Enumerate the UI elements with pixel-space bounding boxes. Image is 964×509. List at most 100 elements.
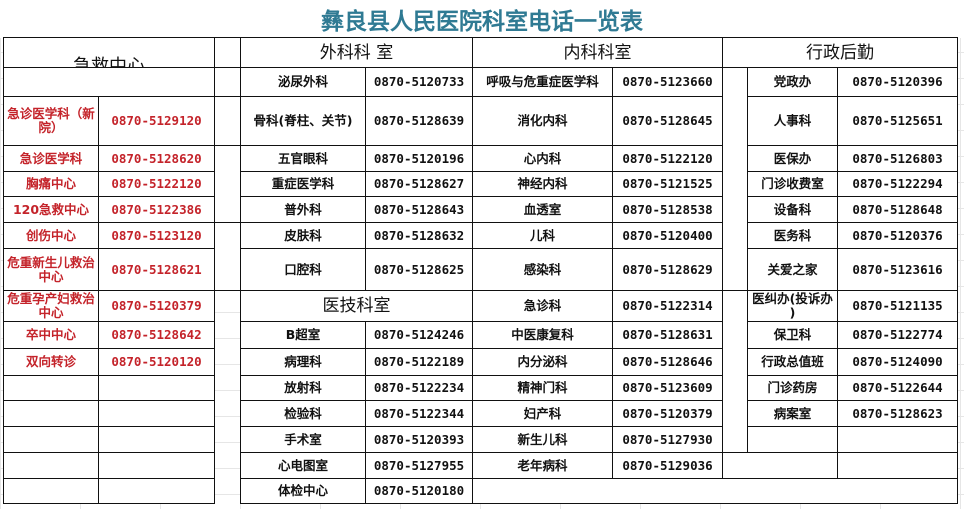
emergency-dept-name[interactable]: 危重新生儿救治中心 [3,248,99,291]
surgery-dept-phone[interactable]: 0870-5128627 [365,171,473,197]
empty-cell[interactable] [98,452,215,479]
empty-cell[interactable] [98,375,215,401]
medtech-dept-phone[interactable]: 0870-5122344 [365,400,473,427]
admin-dept-phone[interactable]: 0870-5121135 [837,290,958,322]
surgery-dept-name[interactable]: 重症医学科 [240,171,366,197]
internal-dept-name[interactable]: 神经内科 [472,171,613,197]
admin-dept-name[interactable]: 保卫科 [747,321,838,349]
medtech-dept-phone[interactable]: 0870-5120180 [365,478,473,504]
internal-dept-phone[interactable]: 0870-5120400 [612,222,723,249]
medtech-dept-name[interactable]: B超室 [240,321,366,349]
internal-dept-name[interactable]: 急诊科 [472,290,613,322]
medtech-dept-name[interactable]: 心电图室 [240,452,366,479]
empty-cell[interactable] [3,375,99,401]
admin-dept-name[interactable]: 设备科 [747,196,838,223]
internal-dept-name[interactable]: 呼吸与危重症医学科 [472,67,613,97]
header-admin[interactable]: 行政后勤 [722,37,958,68]
internal-dept-name[interactable]: 血透室 [472,196,613,223]
internal-dept-name[interactable]: 内分泌科 [472,348,613,376]
admin-dept-name[interactable]: 病案室 [747,400,838,427]
emergency-dept-phone[interactable]: 0870-5122386 [98,196,215,223]
medtech-dept-name[interactable]: 放射科 [240,375,366,401]
empty-cell[interactable] [3,67,215,97]
admin-dept-phone[interactable]: 0870-5128623 [837,400,958,427]
admin-dept-name[interactable]: 行政总值班 [747,348,838,376]
admin-dept-name[interactable]: 门诊收费室 [747,171,838,197]
internal-dept-phone[interactable]: 0870-5128646 [612,348,723,376]
medtech-dept-name[interactable]: 病理科 [240,348,366,376]
internal-dept-phone[interactable]: 0870-5128629 [612,248,723,291]
emergency-dept-phone[interactable]: 0870-5120379 [98,290,215,322]
surgery-dept-name[interactable]: 骨科(脊柱、关节) [240,96,366,146]
emergency-dept-phone[interactable]: 0870-5129120 [98,96,215,146]
admin-dept-name[interactable]: 关爱之家 [747,248,838,291]
empty-cell[interactable] [472,478,958,504]
medtech-dept-name[interactable]: 体检中心 [240,478,366,504]
empty-cell[interactable] [722,452,838,479]
surgery-dept-phone[interactable]: 0870-5128632 [365,222,473,249]
emergency-dept-name[interactable]: 卒中中心 [3,321,99,349]
surgery-dept-name[interactable]: 五官眼科 [240,145,366,172]
admin-dept-phone[interactable]: 0870-5122294 [837,171,958,197]
surgery-dept-phone[interactable]: 0870-5128643 [365,196,473,223]
internal-dept-phone[interactable]: 0870-5123660 [612,67,723,97]
admin-dept-phone[interactable]: 0870-5120376 [837,222,958,249]
admin-dept-name[interactable]: 人事科 [747,96,838,146]
surgery-dept-phone[interactable]: 0870-5120196 [365,145,473,172]
empty-cell[interactable] [98,478,215,504]
header-medtech[interactable]: 医技科室 [240,290,473,322]
emergency-dept-name[interactable]: 120急救中心 [3,196,99,223]
internal-dept-name[interactable]: 感染科 [472,248,613,291]
admin-dept-phone[interactable]: 0870-5126803 [837,145,958,172]
internal-dept-phone[interactable]: 0870-5128538 [612,196,723,223]
admin-dept-phone[interactable]: 0870-5125651 [837,96,958,146]
admin-dept-name[interactable]: 医纠办(投诉办 ) [747,290,838,322]
surgery-dept-phone[interactable]: 0870-5120733 [365,67,473,97]
emergency-dept-phone[interactable]: 0870-5120120 [98,348,215,376]
admin-dept-name[interactable]: 医保办 [747,145,838,172]
emergency-dept-name[interactable]: 危重孕产妇救治中心 [3,290,99,322]
emergency-dept-phone[interactable]: 0870-5128621 [98,248,215,291]
internal-dept-name[interactable]: 精神门科 [472,375,613,401]
admin-dept-name[interactable]: 党政办 [747,67,838,97]
empty-cell[interactable] [837,426,958,453]
empty-cell[interactable] [3,400,99,427]
emergency-dept-name[interactable]: 急诊医学科（新院） [3,96,99,146]
empty-cell[interactable] [98,426,215,453]
admin-dept-phone[interactable]: 0870-5120396 [837,67,958,97]
internal-dept-phone[interactable]: 0870-5123609 [612,375,723,401]
emergency-dept-name[interactable]: 胸痛中心 [3,171,99,197]
empty-cell[interactable] [214,37,241,68]
surgery-dept-phone[interactable]: 0870-5128625 [365,248,473,291]
spacer-cell[interactable] [722,290,748,453]
spacer-cell[interactable] [214,96,241,146]
spacer-cell[interactable] [722,67,748,291]
medtech-dept-name[interactable]: 检验科 [240,400,366,427]
internal-dept-name[interactable]: 儿科 [472,222,613,249]
spacer-cell[interactable] [214,145,241,223]
admin-dept-phone[interactable]: 0870-5128648 [837,196,958,223]
empty-cell[interactable] [3,478,99,504]
emergency-dept-phone[interactable]: 0870-5123120 [98,222,215,249]
admin-dept-name[interactable]: 医务科 [747,222,838,249]
medtech-dept-phone[interactable]: 0870-5127955 [365,452,473,479]
surgery-dept-name[interactable]: 普外科 [240,196,366,223]
empty-cell[interactable] [3,426,99,453]
internal-dept-name[interactable]: 老年病科 [472,452,613,479]
internal-dept-name[interactable]: 中医康复科 [472,321,613,349]
medtech-dept-name[interactable]: 手术室 [240,426,366,453]
empty-cell[interactable] [3,452,99,479]
spacer-cell[interactable] [214,67,241,97]
internal-dept-phone[interactable]: 0870-5128631 [612,321,723,349]
emergency-dept-phone[interactable]: 0870-5128620 [98,145,215,172]
internal-dept-phone[interactable]: 0870-5121525 [612,171,723,197]
surgery-dept-name[interactable]: 泌尿外科 [240,67,366,97]
admin-dept-name[interactable]: 门诊药房 [747,375,838,401]
internal-dept-phone[interactable]: 0870-5129036 [612,452,723,479]
spacer-cell[interactable] [214,222,241,291]
medtech-dept-phone[interactable]: 0870-5120393 [365,426,473,453]
admin-dept-phone[interactable]: 0870-5123616 [837,248,958,291]
internal-dept-phone[interactable]: 0870-5127930 [612,426,723,453]
medtech-dept-phone[interactable]: 0870-5122189 [365,348,473,376]
header-internal[interactable]: 内科科室 [472,37,723,68]
